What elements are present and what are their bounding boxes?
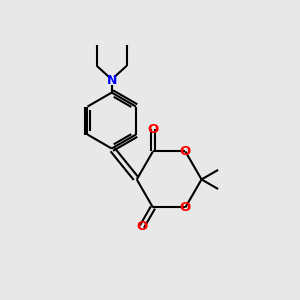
Text: O: O [136,220,148,233]
Text: O: O [180,201,191,214]
Text: O: O [147,123,159,136]
Text: O: O [180,145,191,158]
Text: N: N [106,74,117,87]
